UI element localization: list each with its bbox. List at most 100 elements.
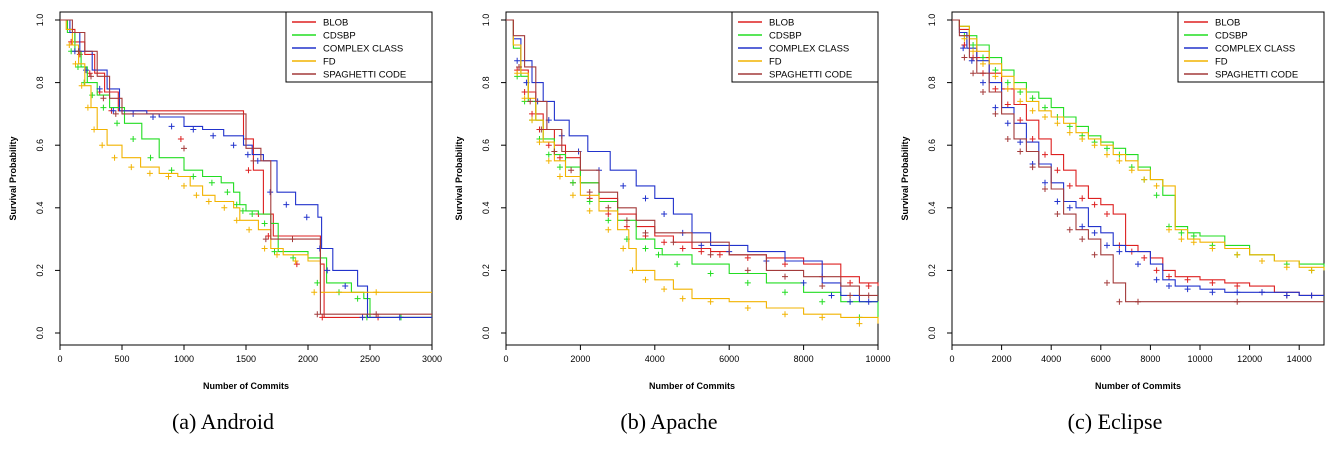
censor-mark [233, 201, 240, 208]
x-tick-label: 8000 [1140, 354, 1160, 364]
censor-mark [960, 45, 967, 52]
censor-mark [75, 48, 82, 55]
censor-mark [396, 314, 403, 321]
legend-label: COMPLEX CLASS [323, 44, 403, 55]
y-tick-label: 0.4 [927, 202, 937, 215]
censor-mark [744, 254, 751, 261]
censor-mark [1153, 267, 1160, 274]
censor-mark [1017, 98, 1024, 105]
censor-mark [1184, 286, 1191, 293]
x-tick-label: 1500 [236, 354, 256, 364]
series-line [60, 19, 432, 318]
x-tick-label: 0 [503, 354, 508, 364]
censor-mark [190, 173, 197, 180]
censor-mark [1054, 120, 1061, 127]
censor-mark [847, 279, 854, 286]
y-tick-label: 0.0 [35, 327, 45, 340]
censor-mark [100, 104, 107, 111]
censor-mark [629, 267, 636, 274]
censor-mark [1308, 292, 1315, 299]
censor-mark [271, 248, 278, 255]
x-tick-label: 2500 [360, 354, 380, 364]
censor-mark [359, 314, 366, 321]
y-tick-label: 0.2 [481, 264, 491, 277]
censor-mark [707, 251, 714, 258]
panel-apache: 0 2000 4000 6000 8000 10000 0.0 0.2 0.4 0.6 0.8 1.0… [446, 0, 892, 453]
censor-mark [674, 261, 681, 268]
censor-mark [190, 126, 197, 133]
censor-mark [1066, 226, 1073, 233]
censor-mark [968, 57, 975, 64]
censor-marks [961, 35, 1315, 274]
censor-mark [168, 167, 175, 174]
censor-mark [99, 142, 106, 149]
y-tick-label: 0.6 [481, 139, 491, 152]
censor-mark [261, 245, 268, 252]
censor-mark [707, 270, 714, 277]
x-tick-label: 4000 [645, 354, 665, 364]
series-line [60, 19, 432, 293]
censor-mark [661, 211, 668, 218]
censor-mark [1004, 79, 1011, 86]
censor-mark [661, 286, 668, 293]
censor-mark [1054, 198, 1061, 205]
x-axis-label: Number of Commits [649, 381, 735, 391]
legend-box [731, 11, 879, 83]
censor-mark [68, 38, 75, 45]
censor-mark [1166, 283, 1172, 290]
censor-mark [250, 157, 257, 164]
censor-mark [1029, 135, 1036, 142]
censor-mark [1054, 167, 1061, 174]
censor-mark [1153, 192, 1160, 199]
caption-android: (a) Android [0, 409, 446, 435]
censor-mark [1135, 298, 1141, 305]
censor-mark [516, 63, 523, 70]
censor-mark [1104, 242, 1110, 249]
x-tick-label: 500 [114, 354, 129, 364]
x-tick-label: 3000 [422, 354, 442, 364]
censor-mark [110, 107, 117, 114]
censor-mark [536, 139, 543, 146]
censor-mark [1029, 164, 1036, 171]
y-tick-label: 0.8 [481, 76, 491, 89]
censor-mark [128, 164, 135, 171]
y-tick-label: 0.4 [35, 202, 45, 215]
legend-label: CDSBP [1215, 31, 1248, 42]
y-tick-label: 0.8 [35, 76, 45, 89]
censor-mark [208, 179, 215, 186]
x-axis-label: Number of Commits [1095, 381, 1181, 391]
censor-mark [744, 267, 751, 274]
x-tick-label: 6000 [1091, 354, 1111, 364]
censor-mark [538, 126, 545, 133]
censor-mark [1017, 148, 1024, 155]
y-tick-label: 0.2 [35, 264, 45, 277]
censor-mark [1184, 276, 1191, 283]
censor-mark [1079, 195, 1086, 202]
censor-mark [261, 220, 268, 227]
censor-mark [1029, 107, 1036, 114]
censor-mark [1066, 204, 1073, 211]
censor-marks [75, 48, 380, 318]
plot-frame [951, 11, 1325, 346]
y-axis-label: Survival Probability [454, 136, 464, 220]
censor-mark [545, 142, 552, 149]
censor-mark [655, 251, 662, 258]
censor-mark [744, 304, 751, 311]
censor-mark [245, 167, 252, 174]
censor-mark [642, 276, 649, 283]
x-tick-label: 12000 [1237, 354, 1262, 364]
x-tick-label: 0 [949, 354, 954, 364]
y-tick-label: 0.6 [927, 139, 937, 152]
x-tick-label: 0 [57, 354, 62, 364]
y-tick-label: 0.2 [927, 264, 937, 277]
legend-label: COMPLEX CLASS [1215, 44, 1295, 55]
series-line [506, 19, 878, 296]
censor-mark [177, 135, 184, 142]
caption-name: Apache [650, 409, 718, 434]
censor-mark [1091, 229, 1098, 236]
series-line [952, 19, 1324, 296]
censor-mark [89, 92, 96, 99]
censor-marks [514, 70, 863, 327]
censor-mark [181, 145, 187, 152]
censor-mark [992, 110, 999, 117]
